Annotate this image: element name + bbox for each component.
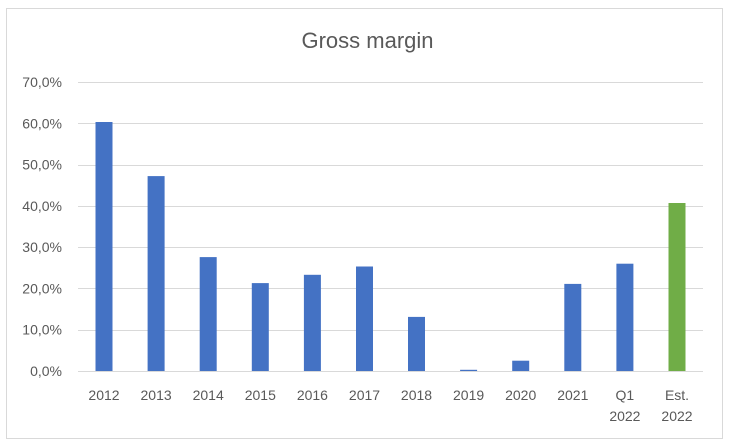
bar-2013 bbox=[147, 176, 165, 371]
bar-2018 bbox=[408, 316, 425, 371]
gridlines bbox=[78, 82, 703, 372]
x-tick-label: 2021 bbox=[557, 387, 588, 403]
y-tick-label: 70,0% bbox=[22, 74, 62, 90]
x-tick-label: 2012 bbox=[88, 387, 119, 403]
x-tick-label: 2019 bbox=[453, 387, 484, 403]
x-tick-label: 2013 bbox=[141, 387, 172, 403]
x-tick-label: 2017 bbox=[349, 387, 380, 403]
x-tick-label: Q1 2022 bbox=[609, 387, 640, 424]
bar-2014 bbox=[199, 257, 217, 371]
x-tick-label: 2015 bbox=[245, 387, 276, 403]
x-tick-label: 2016 bbox=[297, 387, 328, 403]
bar-est-2022 bbox=[668, 203, 686, 371]
bar-2017 bbox=[356, 266, 373, 371]
chart-title: Gross margin bbox=[301, 28, 434, 53]
y-tick-label: 10,0% bbox=[22, 322, 62, 338]
x-tick-label: 2014 bbox=[193, 387, 224, 403]
x-tick-label: 2020 bbox=[505, 387, 536, 403]
bar-2019 bbox=[460, 369, 478, 371]
bar-2020 bbox=[512, 360, 530, 371]
y-axis-tick-labels: 0,0% 10,0% 20,0% 30,0% 40,0% 50,0% 60,0% 70,0% bbox=[22, 74, 62, 379]
y-tick-label: 20,0% bbox=[22, 280, 62, 296]
bars bbox=[95, 122, 686, 371]
y-tick-label: 30,0% bbox=[22, 239, 62, 255]
x-axis-tick-labels: 2012 2013 2014 2015 2016 2017 2018 2019 2020 2021… bbox=[88, 387, 692, 424]
bar-2016 bbox=[303, 274, 321, 371]
x-tick-label: 2018 bbox=[401, 387, 432, 403]
x-tick-label: Est. 2022 bbox=[661, 387, 692, 424]
y-tick-label: 60,0% bbox=[22, 115, 62, 131]
bar-q1-2022 bbox=[616, 263, 634, 371]
bar-2021 bbox=[564, 283, 582, 371]
y-tick-label: 40,0% bbox=[22, 198, 62, 214]
y-tick-label: 50,0% bbox=[22, 157, 62, 173]
bar-2012 bbox=[95, 122, 113, 371]
bar-2015 bbox=[251, 283, 269, 371]
y-tick-label: 0,0% bbox=[30, 363, 62, 379]
